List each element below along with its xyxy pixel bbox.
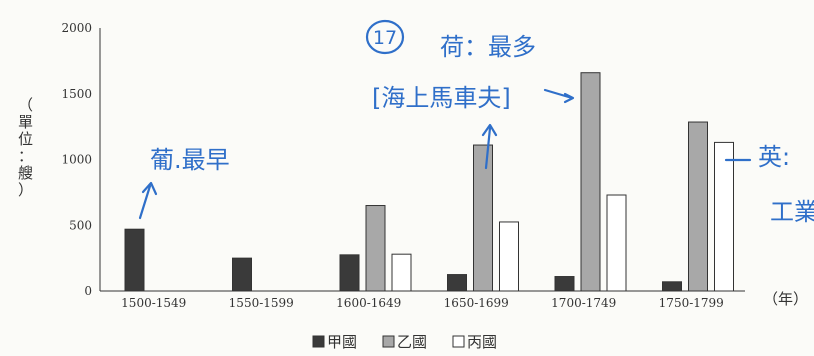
x-tick-label: 1600-1649	[336, 296, 401, 310]
circle-annotation-icon	[365, 19, 405, 55]
arrow-to-jia-1500	[138, 184, 152, 220]
y-axis-label: （單位：艘）	[18, 96, 33, 199]
bar-甲國-1550-1599	[232, 257, 252, 292]
bar-甲國-1500-1549	[124, 228, 145, 292]
arrow-up-yi-1650	[484, 126, 492, 170]
bar-甲國-1600-1649	[339, 254, 360, 292]
arrowhead-icon	[481, 123, 498, 137]
circle-number: 17	[373, 27, 397, 49]
y-axis-label-char: ）	[18, 181, 33, 199]
bar-丙國-1700-1749	[606, 194, 627, 292]
bar-丙國-1600-1649	[391, 253, 412, 292]
bar-乙國-1650-1699	[473, 144, 493, 292]
y-ticks: 0 500 1000 1500 2000	[61, 21, 92, 298]
y-axis-label-char: 艘	[18, 164, 33, 182]
x-tick-label: 1650-1699	[444, 296, 509, 310]
arrowhead-icon	[563, 92, 575, 104]
bar-甲國-1700-1749	[554, 276, 575, 292]
legend-swatch	[452, 335, 465, 348]
y-axis-label-char: 位	[18, 130, 33, 148]
bar-甲國-1750-1799	[662, 281, 682, 292]
y-axis-label-char: （	[18, 96, 33, 114]
legend-label: 丙國	[467, 333, 497, 351]
note-england: 英:	[758, 143, 790, 171]
arrow-to-yi-1700	[543, 88, 574, 100]
x-tick-label: 1750-1799	[659, 296, 724, 310]
x-tick-label: 1700-1749	[551, 296, 616, 310]
legend-label: 乙國	[397, 333, 427, 351]
note-industry: 工業	[770, 198, 814, 226]
y-tick-label: 1500	[61, 87, 92, 101]
bar-丙國-1650-1699	[499, 221, 519, 292]
bar-甲國-1650-1699	[447, 274, 467, 292]
handwritten-annotations: 17 荷：最多 [海上馬車夫] 葡.最早 英: 工業	[138, 19, 814, 226]
note-dutch-early: 葡.最早	[150, 146, 230, 174]
x-tick-label: 1500-1549	[121, 296, 186, 310]
y-axis-label-char: 單	[18, 113, 33, 131]
y-tick-label: 0	[84, 284, 92, 298]
arrowhead-icon	[141, 181, 158, 196]
bar-乙國-1750-1799	[688, 121, 708, 292]
note-sea-carriage: [海上馬車夫]	[372, 84, 511, 112]
bar-丙國-1750-1799	[714, 141, 734, 292]
x-ticks: 1500-1549 1550-1599 1600-1649 1650-1699 1700…	[121, 296, 724, 310]
bar-乙國-1700-1749	[580, 72, 601, 292]
note-netherlands: 荷：最多	[440, 33, 536, 61]
x-tick-label: 1550-1599	[229, 296, 294, 310]
legend-label: 甲國	[327, 333, 357, 351]
y-tick-label: 1000	[61, 153, 92, 167]
y-tick-label: 500	[69, 218, 92, 232]
y-axis-label-char: ：	[18, 147, 33, 165]
legend-swatch	[312, 335, 325, 348]
legend: 甲國 乙國 丙國	[312, 333, 497, 351]
bars	[124, 72, 734, 292]
legend-swatch	[382, 335, 395, 348]
bar-乙國-1600-1649	[365, 205, 386, 292]
y-axis-label-text: （單位：艘）	[18, 96, 33, 199]
x-axis-unit: （年）	[763, 290, 808, 308]
y-tick-label: 2000	[61, 21, 92, 35]
